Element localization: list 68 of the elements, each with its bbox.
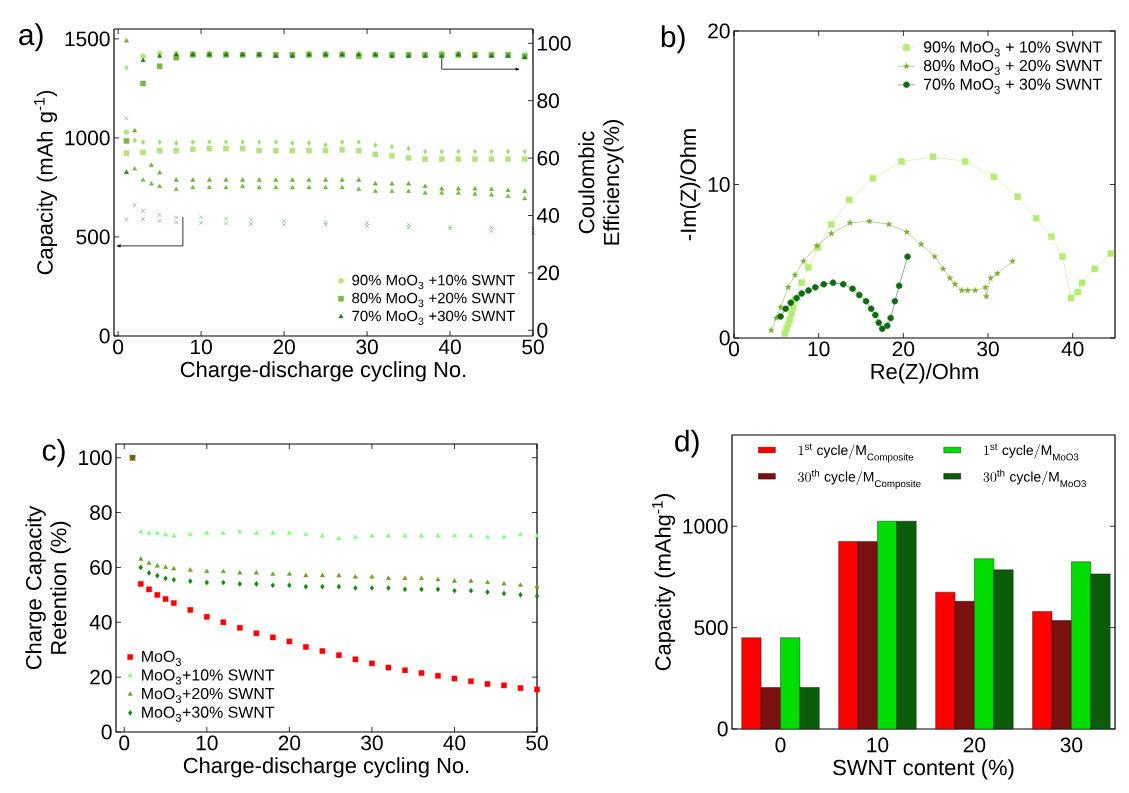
x-tick-label: 0 (775, 737, 786, 753)
legend-label: 80% MoO$_{3}$ + 20% SWNT (923, 59, 1102, 76)
x-tick-label: 40 (443, 735, 466, 751)
y2-tick-label: 20 (537, 265, 559, 281)
x-tick-label: 20 (273, 339, 295, 355)
x-tick-label: 40 (438, 339, 461, 355)
x-tick-label: 40 (1061, 341, 1084, 357)
chart-title: a) (19, 23, 43, 52)
legend-label: 70% MoO$_{3}$ + 30% SWNT (924, 78, 1102, 94)
x-tick-label: 30 (1060, 737, 1083, 753)
x-tick-label: 10 (191, 339, 212, 355)
legend-label: $30^{\mathrm{th}}\ \mathrm{cycle/M}_{\mathrm{MoO3}}$ (983, 469, 1086, 488)
legend-label: MoO$_{3}$ (142, 650, 182, 666)
legend-label: $30^{\mathrm{th}}\ \mathrm{cycle/M}_{\mathrm{Composite}}$ (798, 469, 921, 490)
x-tick-label: 10 (808, 341, 830, 357)
y-tick-label: 40 (89, 614, 112, 630)
y-tick-label: 80 (90, 505, 112, 520)
legend-label: 70% MoO$_{3}$ +30% SWNT (352, 310, 515, 325)
y-tick-label: 1000 (683, 518, 728, 534)
y-tick-label: 0 (717, 721, 728, 737)
x-tick-label: 20 (892, 341, 915, 357)
legend-label: 90% MoO$_{3}$ +10% SWNT (352, 274, 515, 290)
y-tick-label: 500 (76, 229, 110, 245)
x-tick-label: 20 (963, 737, 986, 753)
x-tick-label: 0 (113, 339, 124, 355)
x-tick-label: 10 (867, 737, 889, 753)
chart-title: b) (661, 25, 685, 54)
y-tick-label: 100 (79, 450, 112, 466)
x-tick-label: 50 (526, 735, 548, 751)
legend-label: 90% MoO$_{3}$ + 10% SWNT (923, 41, 1102, 57)
y-axis-title: Capacity (mAh g$^{-1}$) (34, 90, 58, 275)
x-tick-label: 10 (196, 735, 218, 751)
x-tick-label: 30 (977, 341, 999, 357)
legend-label: MoO$_{3}$+30% SWNT (142, 706, 275, 722)
x-axis-title: Charge-discharge cycling No. (180, 361, 466, 382)
y-tick-label: 1500 (65, 31, 110, 47)
x-tick-label: 30 (361, 735, 383, 751)
y-tick-label: 0 (101, 724, 112, 740)
x-tick-label: 30 (356, 339, 378, 355)
y-tick-label: 0 (99, 328, 110, 344)
legend-label: MoO$_{3}$+20% SWNT (142, 687, 275, 704)
legend-label: $1^{\mathrm{st}}\ \mathrm{cycle/M}_{\mathrm{MoO3}}$ (984, 443, 1079, 461)
legend-label: 80% MoO$_{3}$ +20% SWNT (352, 292, 515, 307)
y-axis-title: Charge Capacity Retention (%) (25, 505, 71, 670)
x-tick-label: 0 (119, 735, 130, 751)
x-axis-title: Charge-discharge cycling No. (183, 757, 469, 778)
x-tick-label: 50 (522, 339, 544, 355)
chart-title: d) (675, 429, 699, 458)
y2-tick-label: 40 (537, 208, 559, 223)
chart-title: c) (42, 438, 65, 467)
y-tick-label: 20 (90, 669, 112, 685)
y-axis-title: -Im(Z)/Ohm (679, 129, 701, 241)
y2-tick-label: 0 (537, 322, 548, 338)
y2-tick-label: 80 (537, 93, 559, 109)
y-tick-label: 500 (694, 620, 728, 636)
y-tick-label: 10 (708, 177, 730, 192)
x-axis-title: SWNT content (%) (833, 759, 1014, 780)
y2-tick-label: 60 (537, 150, 559, 166)
y2-axis-title: Coulombic Efficiency(%) (578, 120, 624, 245)
y-tick-label: 1000 (65, 130, 110, 146)
x-axis-title: Re(Z)/Ohm (871, 363, 978, 384)
y-axis-title: Capacity (mAhg$^{-1}$) (652, 494, 676, 671)
x-tick-label: 20 (278, 735, 301, 751)
y2-tick-label: 100 (538, 35, 571, 51)
legend-label: $1^{\mathrm{st}}\ \mathrm{cycle/M}_{\mathrm{Composite}}$ (798, 443, 914, 463)
y-tick-label: 20 (708, 23, 730, 39)
legend-label: MoO$_{3}$+10% SWNT (142, 669, 275, 685)
y-tick-label: 60 (90, 560, 112, 575)
